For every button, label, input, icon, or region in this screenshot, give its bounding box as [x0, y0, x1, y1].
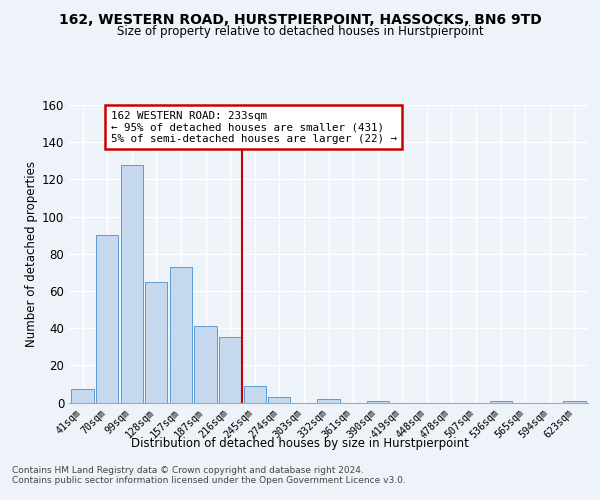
Bar: [145, 282, 167, 403]
Bar: [490, 400, 512, 402]
Text: 162, WESTERN ROAD, HURSTPIERPOINT, HASSOCKS, BN6 9TD: 162, WESTERN ROAD, HURSTPIERPOINT, HASSO…: [59, 12, 541, 26]
Bar: [170, 267, 192, 402]
Text: 162 WESTERN ROAD: 233sqm
← 95% of detached houses are smaller (431)
5% of semi-d: 162 WESTERN ROAD: 233sqm ← 95% of detach…: [111, 110, 397, 144]
Text: Contains HM Land Registry data © Crown copyright and database right 2024.
Contai: Contains HM Land Registry data © Crown c…: [12, 466, 406, 485]
Bar: [71, 390, 94, 402]
Bar: [244, 386, 266, 402]
Text: Distribution of detached houses by size in Hurstpierpoint: Distribution of detached houses by size …: [131, 438, 469, 450]
Bar: [121, 164, 143, 402]
Bar: [194, 326, 217, 402]
Bar: [317, 399, 340, 402]
Bar: [367, 400, 389, 402]
Y-axis label: Number of detached properties: Number of detached properties: [25, 161, 38, 347]
Bar: [219, 338, 241, 402]
Text: Size of property relative to detached houses in Hurstpierpoint: Size of property relative to detached ho…: [116, 25, 484, 38]
Bar: [563, 400, 586, 402]
Bar: [96, 235, 118, 402]
Bar: [268, 397, 290, 402]
